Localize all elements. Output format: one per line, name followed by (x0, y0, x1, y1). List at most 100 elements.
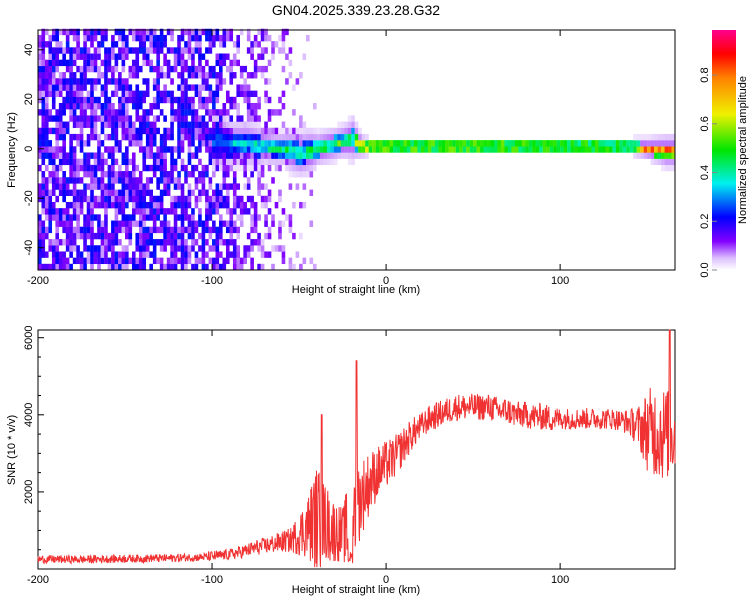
spectrogram-cell (72, 158, 77, 166)
spectrogram-cell (323, 152, 328, 159)
spectrogram-cell (58, 90, 63, 98)
spectrogram-cell (208, 90, 213, 98)
spectrogram-cell (299, 146, 303, 153)
spectrogram-cell (278, 96, 282, 104)
spectrogram-cell (44, 90, 49, 98)
spectrogram-cell (69, 239, 73, 246)
spectrogram-cell (114, 109, 119, 116)
spectrogram-cell (668, 146, 672, 153)
spectrogram-cell (236, 164, 241, 172)
spectrogram-cell (236, 127, 241, 135)
spectrogram-cell (55, 127, 60, 135)
spectrogram-cell (323, 146, 328, 153)
spectrogram-cell (253, 90, 258, 98)
spectrogram-cell (187, 72, 192, 79)
spectrogram-cell (72, 115, 77, 122)
spectrogram-cell (170, 65, 174, 73)
spectrogram-cell (591, 146, 596, 153)
spectrogram-cell (121, 90, 126, 98)
spectrogram-cell (222, 34, 227, 42)
spectrogram-cell (184, 226, 188, 234)
spectrogram-cell (58, 84, 63, 91)
spectrogram-cell (166, 96, 171, 104)
spectrogram-cell (306, 140, 310, 147)
spectrogram-cell (180, 251, 185, 258)
spectrogram-cell (194, 239, 199, 246)
spectrogram-cell (246, 152, 251, 159)
spectrogram-cell (671, 140, 676, 147)
spectrogram-cell (205, 214, 209, 221)
spectrogram-cell (131, 183, 136, 190)
spectrogram-cell (107, 109, 112, 116)
spectrogram-cell (170, 47, 174, 54)
spectrogram-cell (281, 127, 286, 135)
spectrogram-cell (58, 115, 63, 122)
spectrogram-cell (274, 109, 279, 116)
spectrogram-cell (608, 140, 613, 147)
spectrogram-cell (180, 195, 185, 203)
spectrogram-cell (184, 214, 188, 221)
spectrogram-cell (212, 195, 216, 203)
spectrogram-cell (191, 220, 195, 227)
spectrogram-cell (159, 220, 164, 227)
spectrogram-cell (229, 220, 234, 227)
spectrogram-cell (469, 140, 474, 147)
spectrogram-cell (661, 146, 665, 153)
spectrogram-cell (145, 140, 150, 147)
spectrogram-cell (535, 146, 540, 153)
spectrogram-cell (201, 164, 206, 172)
spectrogram-cell (173, 232, 178, 240)
spectrogram-cell (184, 127, 188, 135)
top-ytick-label: 20 (23, 93, 35, 105)
spectrogram-cell (65, 183, 70, 190)
spectrogram-cell (229, 208, 234, 215)
spectrogram-cell (55, 251, 60, 258)
spectrogram-cell (215, 263, 220, 271)
spectrogram-cell (306, 171, 310, 178)
spectrogram-cell (93, 257, 98, 265)
spectrogram-cell (319, 146, 324, 153)
spectrogram-cell (236, 214, 241, 221)
spectrogram-cell (48, 53, 53, 60)
spectrogram-cell (542, 146, 547, 153)
spectrogram-cell (62, 195, 66, 203)
spectrogram-cell (121, 251, 126, 258)
spectrogram-cell (111, 65, 115, 73)
spectrogram-cell (100, 232, 105, 240)
spectrogram-cell (138, 102, 143, 110)
spectrogram-cell (257, 96, 261, 104)
spectrogram-cell (212, 140, 216, 147)
spectrogram-cell (69, 84, 73, 91)
spectrogram-cell (72, 201, 77, 209)
spectrogram-cell (170, 133, 174, 141)
spectrogram-cell (455, 140, 460, 147)
spectrogram-cell (180, 245, 185, 252)
spectrogram-cell (260, 171, 265, 178)
spectrogram-cell (194, 127, 199, 135)
spectrogram-cell (51, 127, 56, 135)
spectrogram-cell (83, 121, 87, 128)
spectrogram-cell (633, 152, 637, 159)
spectrogram-cell (187, 102, 192, 110)
spectrogram-cell (58, 59, 63, 67)
spectrogram-cell (344, 127, 348, 135)
spectrogram-cell (271, 127, 275, 135)
spectrogram-cell (215, 164, 220, 172)
spectrogram-cell (107, 115, 112, 122)
spectrogram-cell (69, 146, 73, 153)
spectrogram-cell (671, 133, 676, 141)
spectrogram-cell (191, 239, 195, 246)
spectrogram-cell (302, 152, 307, 159)
spectrogram-cell (229, 59, 234, 67)
spectrogram-cell (159, 226, 164, 234)
spectrogram-cell (647, 133, 651, 141)
spectrogram-cell (212, 158, 216, 166)
spectrogram-cell (257, 158, 261, 166)
spectrogram-cell (118, 121, 122, 128)
spectrogram-cell (114, 226, 119, 234)
spectrogram-cell (187, 41, 192, 48)
spectrogram-cell (212, 133, 216, 141)
spectrogram-cell (257, 239, 261, 246)
spectrogram-cell (90, 245, 94, 252)
spectrogram-cell (184, 195, 188, 203)
